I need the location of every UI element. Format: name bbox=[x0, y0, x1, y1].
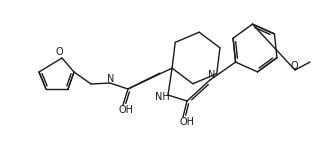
Text: N: N bbox=[107, 74, 115, 84]
Text: O: O bbox=[55, 47, 63, 57]
Text: O: O bbox=[290, 61, 298, 71]
Text: NH: NH bbox=[155, 92, 170, 102]
Text: N: N bbox=[208, 70, 216, 80]
Text: OH: OH bbox=[180, 117, 195, 127]
Text: OH: OH bbox=[118, 105, 134, 115]
